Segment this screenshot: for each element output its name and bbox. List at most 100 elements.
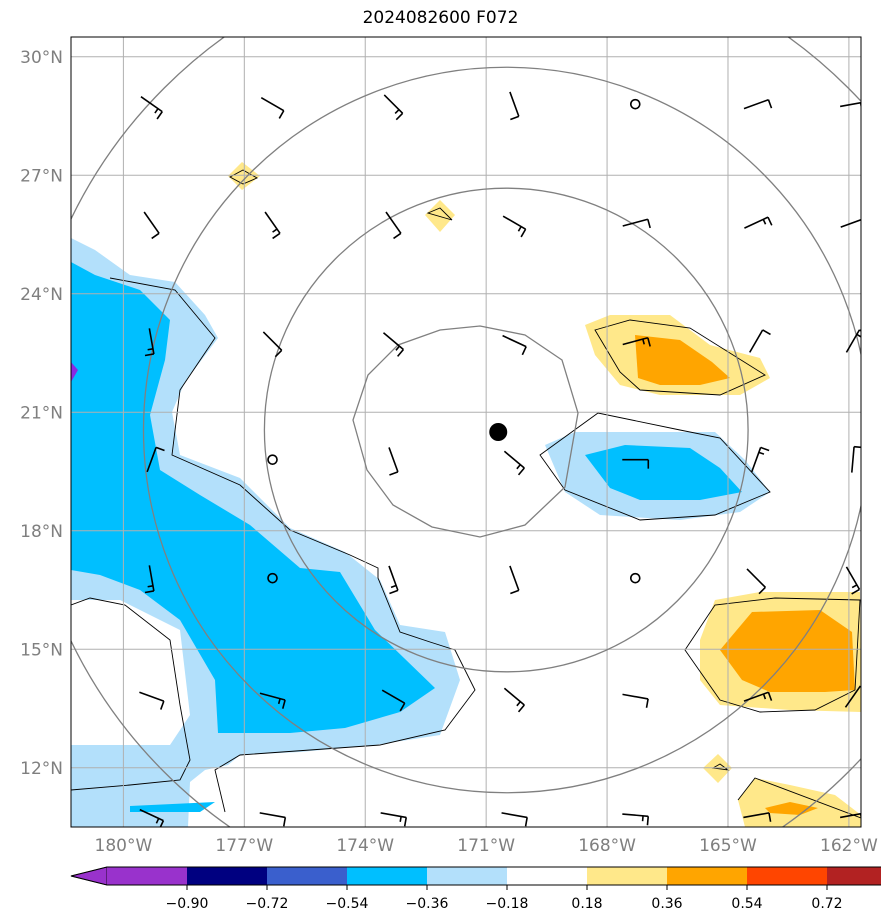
wind-barb xyxy=(385,211,402,240)
contour-spot-2 xyxy=(426,207,453,221)
wind-barb xyxy=(845,329,861,353)
wind-barb xyxy=(264,211,281,240)
latitude-tick-label: 15°N xyxy=(20,640,63,660)
wind-barb xyxy=(744,216,773,229)
strong-positive-region-south xyxy=(720,610,855,692)
longitude-labels: 180°W 177°W 174°W 171°W 168°W 165°W 162°W xyxy=(95,836,878,856)
wind-barb xyxy=(388,565,399,595)
contour-spot-1 xyxy=(229,169,259,185)
wind-barb xyxy=(139,808,165,827)
wind-barb xyxy=(381,689,406,712)
wind-barb xyxy=(144,328,155,357)
contour-east-negative xyxy=(539,412,771,521)
wind-barb xyxy=(622,693,649,708)
wind-barb xyxy=(622,218,651,229)
wind-barb xyxy=(144,565,155,594)
wind-barb xyxy=(743,812,772,822)
colorbar-tick-label: 0.18 xyxy=(571,896,602,912)
contour-spot-3 xyxy=(711,763,730,771)
range-ring xyxy=(263,187,749,673)
chart-title: 2024082600 F072 xyxy=(362,8,519,28)
wind-barbs xyxy=(139,91,861,827)
wind-barb xyxy=(851,445,861,473)
positive-anomaly-region-southeast xyxy=(738,778,861,827)
storm-center-marker xyxy=(489,423,508,441)
range-rings xyxy=(71,37,861,827)
colorbar-extend-low xyxy=(70,866,108,886)
gridlines xyxy=(71,37,861,827)
colorbar-segment xyxy=(107,867,187,885)
colorbar-tick-label: 0.36 xyxy=(651,896,682,912)
calm-wind-marker xyxy=(267,572,278,584)
wind-barb xyxy=(140,96,163,120)
colorbar-segment xyxy=(347,867,427,885)
latitude-tick-label: 21°N xyxy=(20,403,63,423)
wind-barb xyxy=(751,446,770,473)
colorbar-segment xyxy=(427,867,507,885)
wind-barb xyxy=(380,812,408,827)
latitude-tick-label: 12°N xyxy=(20,759,63,779)
wind-barb xyxy=(259,812,287,827)
wind-barb xyxy=(383,94,404,121)
colorbar-segment xyxy=(747,867,827,885)
colorbar-tick-label: 0.54 xyxy=(731,896,762,912)
wind-barb xyxy=(746,568,766,595)
wind-barb xyxy=(502,215,527,238)
contour-southeast-positive xyxy=(737,777,861,819)
shaded-field-layer xyxy=(71,162,861,827)
wind-barb xyxy=(382,332,405,357)
colorbar: −0.90 −0.72 −0.54 −0.36 −0.18 0.18 0.36 0.54 0.7… xyxy=(70,866,881,912)
longitude-tick-label: 171°W xyxy=(457,836,515,856)
contour-west-band xyxy=(109,277,476,813)
positive-spot-2 xyxy=(425,200,455,232)
latitude-tick-label: 18°N xyxy=(20,522,63,542)
strong-negative-region-west xyxy=(71,262,435,733)
longitude-tick-label: 177°W xyxy=(215,836,273,856)
strong-positive-region-southeast xyxy=(765,802,818,815)
range-ring xyxy=(142,66,861,794)
wind-barb xyxy=(260,96,285,119)
colorbar-segment xyxy=(507,867,587,885)
wind-barb xyxy=(622,813,650,826)
wind-barb xyxy=(622,337,651,347)
contour-lines xyxy=(71,169,861,819)
colorbar-tick-label: −0.90 xyxy=(166,896,209,912)
wind-barb xyxy=(743,691,773,702)
wind-barb xyxy=(502,334,527,356)
map-content xyxy=(71,37,861,827)
calm-wind-marker xyxy=(267,454,278,465)
wind-barb xyxy=(146,446,165,473)
calm-wind-marker xyxy=(629,98,641,110)
colorbar-segment xyxy=(587,867,667,885)
longitude-tick-label: 165°W xyxy=(699,836,757,856)
longitude-tick-label: 162°W xyxy=(820,836,878,856)
colorbar-tick-label: −0.54 xyxy=(326,896,369,912)
colorbar-tick-label: 0.72 xyxy=(811,896,842,912)
colorbar-tick-label: −0.36 xyxy=(406,896,449,912)
wind-barb xyxy=(143,211,160,240)
wind-barb xyxy=(844,685,861,708)
colorbar-segment xyxy=(187,867,267,885)
wind-barb xyxy=(262,331,283,358)
colorbar-segment xyxy=(267,867,347,885)
calm-wind-marker xyxy=(629,572,641,584)
strong-positive-region-north xyxy=(635,335,730,385)
wind-barb xyxy=(839,101,861,109)
contour-west-lower xyxy=(71,597,191,791)
map-frame xyxy=(70,36,862,828)
negative-strip-bottom xyxy=(130,802,215,812)
extreme-negative-sliver xyxy=(71,362,78,382)
wind-barb xyxy=(501,812,528,827)
colorbar-tick-label: −0.72 xyxy=(246,896,289,912)
wind-barb xyxy=(840,218,861,228)
longitude-tick-label: 168°W xyxy=(578,836,636,856)
colorbar-segment xyxy=(667,867,747,885)
wind-barb xyxy=(139,691,165,710)
colorbar-tick-label: −0.18 xyxy=(486,896,529,912)
wind-barb xyxy=(503,450,525,476)
wind-barb xyxy=(845,566,861,595)
wind-barb xyxy=(509,565,520,595)
latitude-labels: 30°N 27°N 24°N 21°N 18°N 15°N 12°N xyxy=(20,48,63,779)
latitude-tick-label: 27°N xyxy=(20,166,63,186)
wind-barb xyxy=(749,329,771,353)
